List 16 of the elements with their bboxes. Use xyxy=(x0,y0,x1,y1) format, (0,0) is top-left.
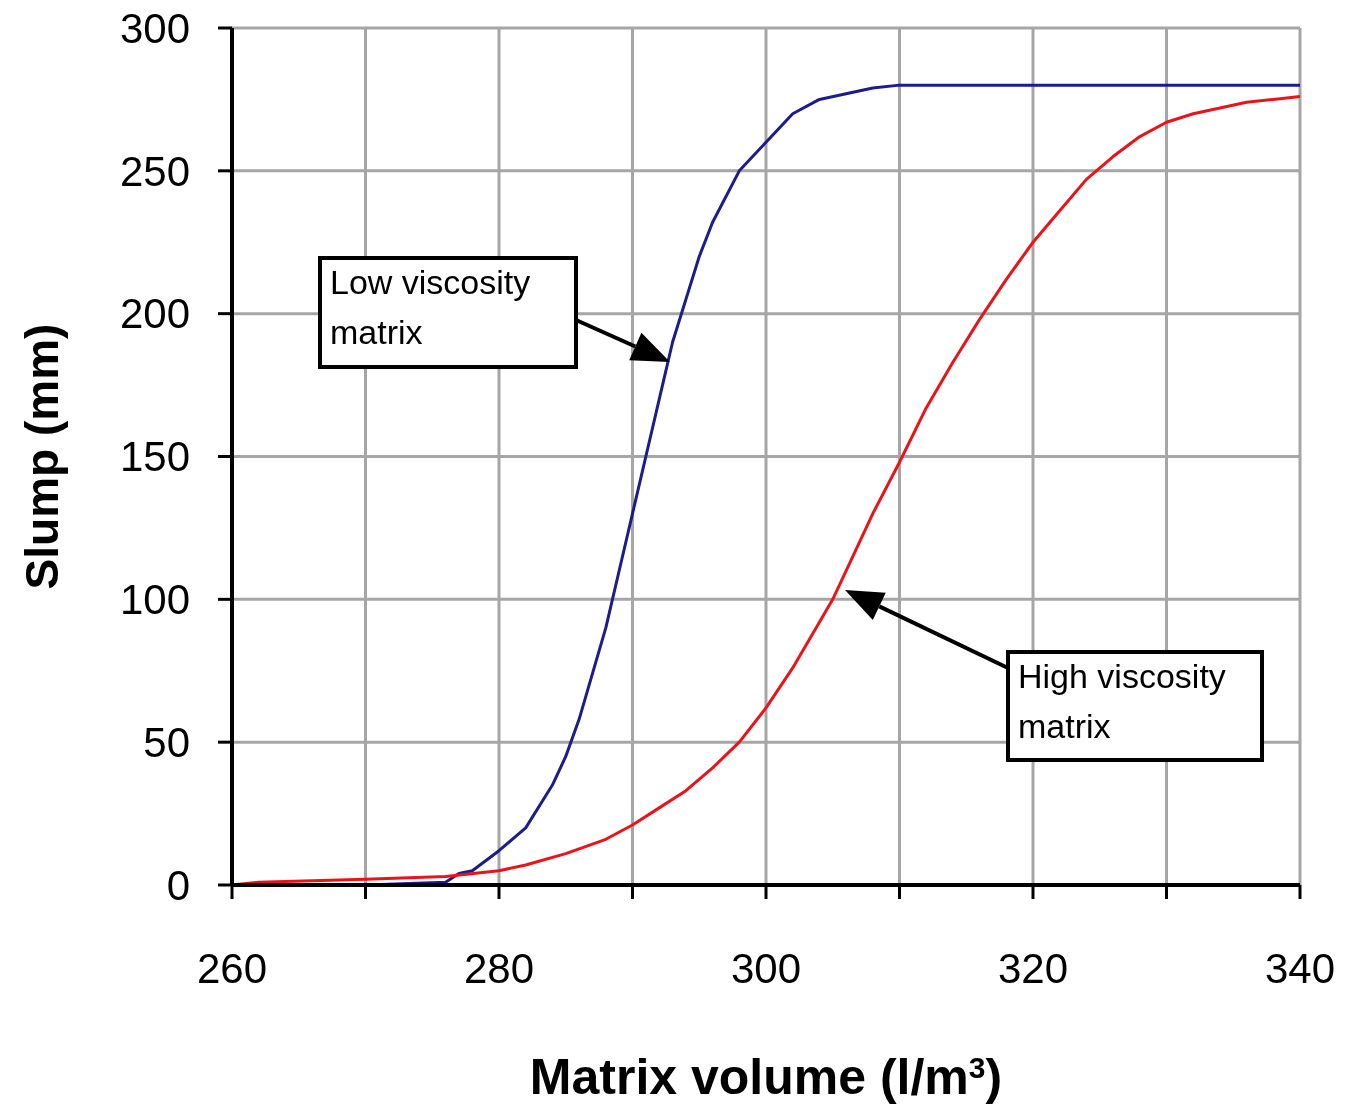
x-tick-label: 340 xyxy=(1264,945,1336,992)
y-tick-label: 100 xyxy=(119,576,190,624)
y-tick-label: 50 xyxy=(143,718,190,766)
y-tick-label: 250 xyxy=(119,147,190,195)
annotation: Low viscosity matrix xyxy=(330,263,531,351)
x-axis-title: Matrix volume (l/m$^{3}$) xyxy=(529,1049,1003,1104)
y-tick-label: 200 xyxy=(119,290,190,338)
y-tick-label: 0 xyxy=(166,861,190,909)
annotation: High viscosity matrix xyxy=(1018,657,1226,745)
x-tick-label: 300 xyxy=(730,945,802,992)
x-tick-label: 320 xyxy=(997,945,1069,992)
y-tick-label: 300 xyxy=(119,4,190,52)
y-tick-label: 150 xyxy=(119,433,190,481)
x-tick-label: 280 xyxy=(463,945,535,992)
y-axis-title: Slump (mm) xyxy=(16,323,68,590)
x-tick-label: 260 xyxy=(196,945,268,992)
